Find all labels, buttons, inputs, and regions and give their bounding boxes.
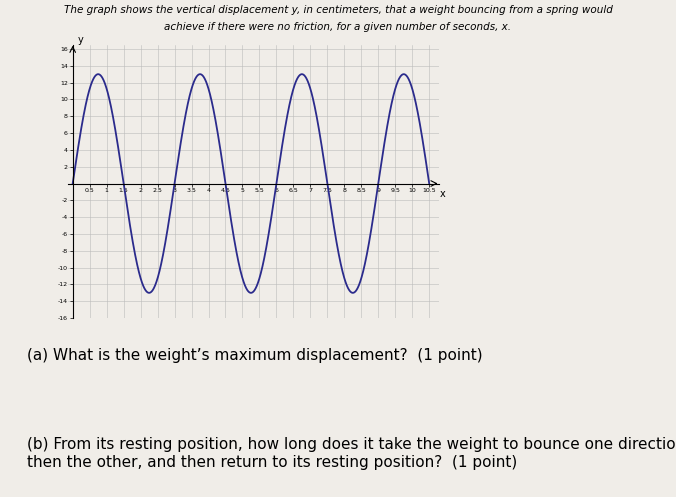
Text: y: y — [78, 35, 84, 45]
Text: (a) What is the weight’s maximum displacement?  (1 point): (a) What is the weight’s maximum displac… — [27, 348, 483, 363]
Text: x: x — [440, 189, 446, 199]
Text: achieve if there were no friction, for a given number of seconds, x.: achieve if there were no friction, for a… — [164, 22, 512, 32]
Text: (b) From its resting position, how long does it take the weight to bounce one di: (b) From its resting position, how long … — [27, 437, 676, 470]
Text: The graph shows the vertical displacement y, in centimeters, that a weight bounc: The graph shows the vertical displacemen… — [64, 5, 612, 15]
